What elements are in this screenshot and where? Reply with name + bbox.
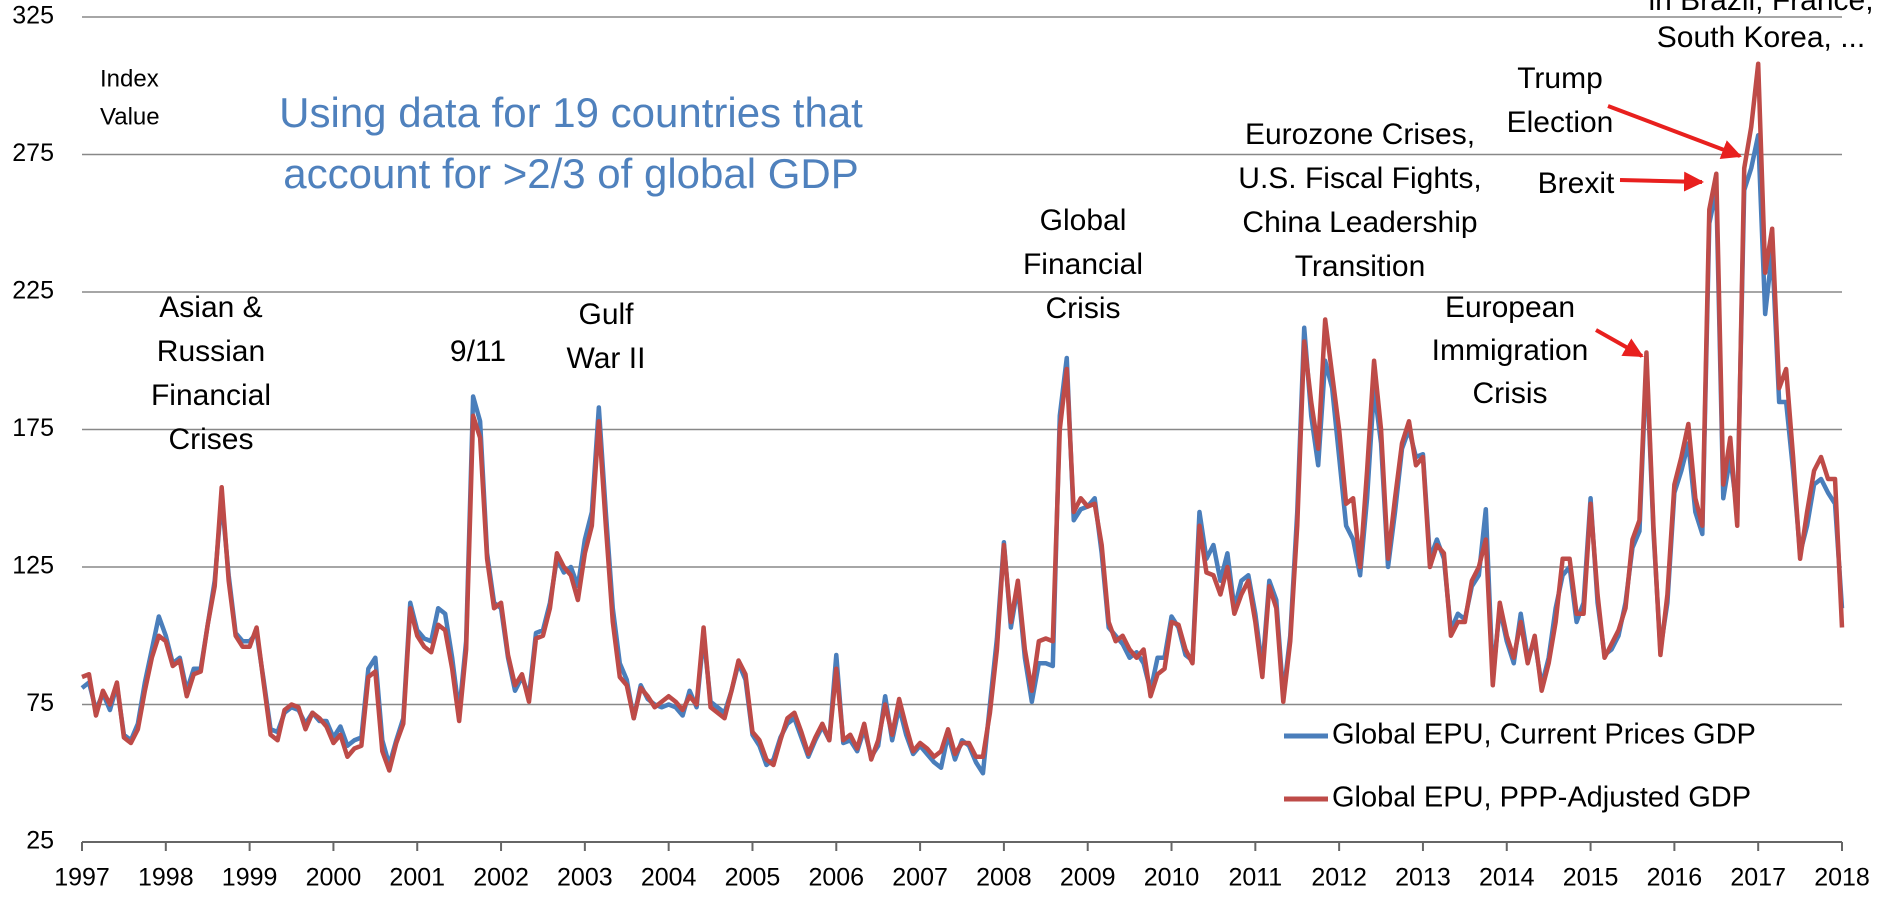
annotation: Election [1507, 106, 1614, 139]
y-axis-label: Value [100, 103, 160, 130]
annotation: War II [567, 342, 646, 375]
annotation-arrow [1607, 104, 1742, 159]
x-tick-label: 2005 [725, 864, 781, 892]
annotation: Trump [1517, 62, 1603, 95]
series-line [81, 61, 1845, 773]
legend-label: Global EPU, PPP-Adjusted GDP [1332, 782, 1751, 814]
annotation: European [1445, 291, 1575, 324]
y-tick-label: 175 [12, 414, 54, 442]
annotation-arrow [1619, 171, 1704, 192]
x-tick-label: 2014 [1479, 864, 1535, 892]
x-tick-label: 1997 [54, 864, 110, 892]
annotation: Transition [1295, 250, 1426, 283]
x-tick-label: 2007 [892, 864, 948, 892]
subtitle: Using data for 19 countries that [279, 89, 863, 136]
annotation: Russian [157, 335, 265, 368]
x-tick-label: 2015 [1563, 864, 1619, 892]
x-tick-label: 2000 [306, 864, 362, 892]
annotation: Brexit [1538, 167, 1615, 200]
x-tick-label: 2018 [1814, 864, 1870, 892]
annotation: U.S. Fiscal Fights, [1238, 162, 1481, 195]
subtitle: account for >2/3 of global GDP [283, 150, 859, 197]
annotation: Crises [168, 423, 253, 456]
x-tick-label: 2001 [389, 864, 445, 892]
x-tick-label: 2012 [1311, 864, 1367, 892]
x-tick-label: 2003 [557, 864, 613, 892]
y-tick-label: 25 [26, 827, 54, 855]
y-tick-label: 225 [12, 277, 54, 305]
y-axis-label: Index [100, 65, 159, 92]
annotation: Gulf [578, 298, 634, 331]
y-tick-label: 325 [12, 2, 54, 30]
y-tick-label: 75 [26, 689, 54, 717]
x-tick-label: 2006 [808, 864, 864, 892]
annotation: Financial [1023, 248, 1143, 281]
series-line [80, 133, 1845, 776]
annotation: Global [1040, 204, 1127, 237]
x-tick-label: 1999 [222, 864, 278, 892]
annotation: Asian & [159, 291, 262, 324]
annotation: Crisis [1473, 377, 1548, 410]
annotation: Crisis [1046, 292, 1121, 325]
annotation: Eurozone Crises, [1245, 118, 1475, 151]
x-tick-label: 2013 [1395, 864, 1451, 892]
annotation-arrow [1595, 328, 1644, 358]
x-tick-label: 2011 [1228, 864, 1282, 892]
annotation: in Brazil, France, [1648, 0, 1873, 17]
x-tick-label: 2017 [1730, 864, 1786, 892]
annotation: Financial [151, 379, 271, 412]
annotation: Immigration [1432, 334, 1589, 367]
annotation: South Korea, ... [1657, 21, 1865, 54]
annotation: China Leadership [1242, 206, 1477, 239]
x-tick-label: 2009 [1060, 864, 1116, 892]
x-tick-label: 2010 [1144, 864, 1200, 892]
x-tick-label: 2016 [1647, 864, 1703, 892]
y-tick-label: 275 [12, 139, 54, 167]
x-tick-label: 2002 [473, 864, 529, 892]
y-tick-label: 125 [12, 552, 54, 580]
x-tick-label: 2004 [641, 864, 697, 892]
x-tick-label: 2008 [976, 864, 1032, 892]
legend-label: Global EPU, Current Prices GDP [1332, 719, 1756, 751]
annotation: 9/11 [450, 335, 506, 368]
x-tick-label: 1998 [138, 864, 194, 892]
